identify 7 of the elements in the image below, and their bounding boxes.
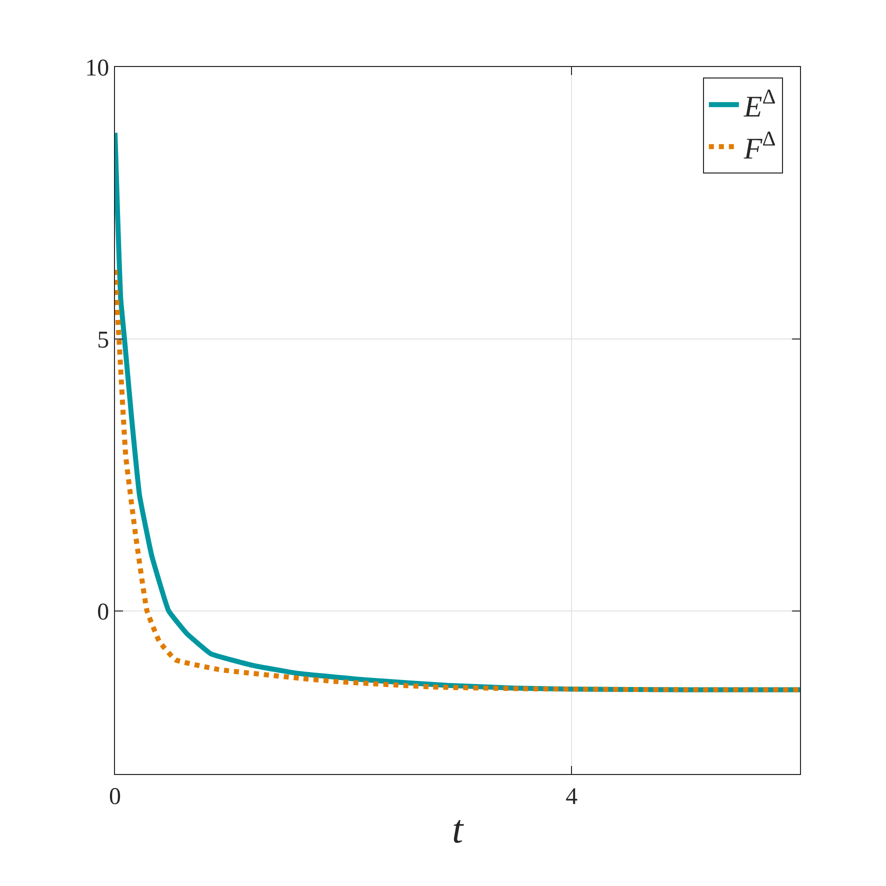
y-tick-label: 10 [85,55,110,82]
legend-label: E$^{Δ}$ [742,84,776,124]
legend-label: F$^{Δ}$ [742,126,776,166]
x-axis-title: t [452,806,464,852]
y-tick-label: 0 [97,599,110,626]
x-tick-label: 4 [566,784,578,810]
y-tick-label: 5 [97,327,110,354]
